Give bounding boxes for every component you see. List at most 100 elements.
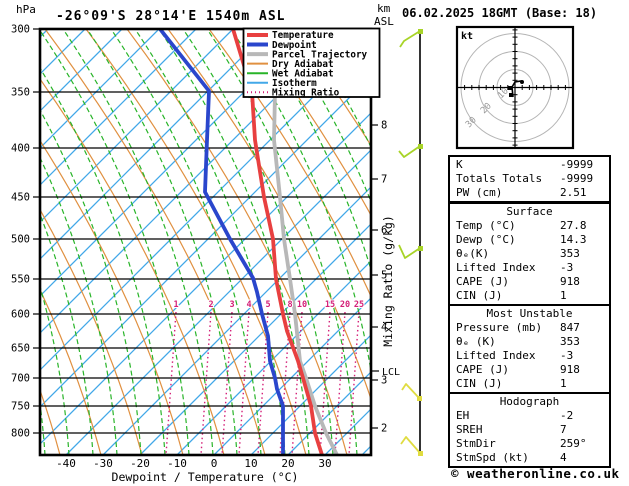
wind-barb	[398, 145, 421, 158]
pressure-tick-label: 350	[11, 87, 30, 99]
table-row: Lifted Index -3	[450, 261, 609, 275]
km-tick-label: 8	[381, 120, 387, 132]
wet-adiabat-line	[40, 66, 166, 455]
row-label: CAPE (J)	[456, 275, 509, 288]
row-label: K	[456, 158, 463, 171]
dry-adiabat-line	[126, 29, 348, 455]
mixing-ratio-line	[221, 311, 233, 455]
hodograph-marker	[508, 86, 512, 90]
table-row: K -9999	[450, 158, 609, 172]
temp-tick-label: 30	[318, 457, 331, 470]
row-value: 353	[560, 247, 580, 260]
dry-adiabat-line	[85, 29, 307, 455]
dry-adiabat-line	[40, 208, 143, 455]
table-row: StmSpd (kt) 4	[450, 451, 609, 465]
mixing-ratio-value: 2	[208, 300, 213, 310]
legend-label: Dewpoint	[272, 40, 317, 51]
legend-label: Wet Adiabat	[272, 68, 334, 79]
wind-barb-base	[418, 29, 423, 34]
table-title: Hodograph	[499, 395, 560, 408]
mixing-ratio-value: 4	[246, 300, 251, 310]
copyright: © weatheronline.co.uk	[451, 466, 620, 481]
row-label: StmSpd (kt)	[456, 451, 529, 464]
wet-adiabat-line	[158, 29, 310, 455]
row-label: Totals Totals	[456, 172, 543, 185]
row-value: 847	[560, 321, 580, 334]
wind-barb-column	[398, 29, 423, 456]
page-title: -26°09'S 28°14'E 1540m ASL	[56, 9, 286, 24]
mixing-ratio-value: 10	[297, 300, 307, 310]
mixing-ratio-line	[291, 311, 303, 455]
mixing-ratio-value: 8	[287, 300, 292, 310]
isotherm-line	[250, 334, 371, 455]
dry-adiabat-line	[40, 388, 61, 455]
isotherm-line	[176, 260, 371, 455]
wind-barb-base	[418, 451, 423, 456]
wind-barb-base	[418, 246, 423, 251]
x-axis-title: Dewpoint / Temperature (°C)	[112, 470, 299, 484]
mixing-ratio-value: 20	[340, 300, 350, 310]
legend-label: Temperature	[272, 30, 334, 41]
indices-table-most-unstable: Most Unstable Pressure (mb) 847 θₑ (K) 353 Li…	[448, 304, 611, 394]
row-label: CIN (J)	[456, 377, 503, 390]
pressure-tick-label: 500	[11, 234, 30, 246]
row-value: 4	[560, 451, 567, 464]
wet-adiabat-line	[86, 29, 238, 455]
row-value: 1	[560, 289, 567, 302]
temp-tick-label: -30	[93, 457, 113, 470]
mixing-ratio-value: 3	[229, 300, 234, 310]
indices-table-stability: K -9999 Totals Totals -9999 PW (cm) 2.51	[448, 155, 611, 203]
isotherm-line	[40, 29, 234, 223]
row-label: EH	[456, 409, 470, 422]
isotherm-line	[40, 75, 371, 408]
dry-adiabat-line	[40, 77, 225, 455]
temp-tick-label: 0	[211, 457, 218, 470]
row-value: 918	[560, 275, 580, 288]
temperature-curve	[231, 29, 324, 455]
table-row: PW (cm) 2.51	[450, 186, 609, 200]
altitude-unit-km: km	[377, 2, 391, 15]
table-row: StmDir 259°	[450, 437, 609, 451]
valid-datetime: 06.02.2025 18GMT (Base: 18)	[402, 6, 598, 20]
row-label: Lifted Index	[456, 261, 536, 274]
table-row: CAPE (J) 918	[450, 275, 609, 289]
row-label: θₑ (K)	[456, 335, 496, 348]
table-row: Pressure (mb) 847	[450, 321, 609, 335]
dry-adiabat-line	[40, 139, 184, 455]
hodograph-endpoint	[520, 80, 524, 84]
lcl-label: LCL	[382, 367, 400, 378]
mixing-ratio-line	[165, 311, 177, 455]
wind-barb	[399, 30, 421, 48]
isotherm-line	[40, 38, 371, 371]
row-value: 918	[560, 363, 580, 376]
row-value: -9999	[560, 172, 594, 185]
parcel-trajectory-curve	[270, 29, 339, 455]
isotherm-line	[65, 149, 371, 455]
row-label: Lifted Index	[456, 349, 536, 362]
table-row: CIN (J) 1	[450, 377, 609, 391]
row-label: CAPE (J)	[456, 363, 509, 376]
sounding-curves	[158, 29, 339, 455]
wet-adiabat-line	[230, 29, 371, 375]
pressure-tick-label: 700	[11, 373, 30, 385]
temp-tick-label: -20	[130, 457, 150, 470]
km-tick-label: 7	[381, 174, 387, 186]
indices-table-surface: Surface Temp (°C) 27.8 Dewp (°C) 14.3 θₑ(K) 35…	[448, 202, 611, 306]
dewpoint-curve	[158, 29, 285, 455]
row-label: Pressure (mb)	[456, 321, 543, 334]
wind-barb	[401, 383, 420, 399]
table-row: CIN (J) 1	[450, 289, 609, 303]
plot-frame	[38, 27, 373, 457]
row-value: -2	[560, 409, 574, 422]
km-tick-label: 4	[381, 322, 387, 334]
row-label: Temp (°C)	[456, 219, 516, 232]
mixing-ratio-line	[348, 311, 360, 455]
isotherm-line	[40, 29, 160, 149]
mixing-ratio-axis-title: Mixing Ratio (g/kg)	[381, 215, 395, 347]
isotherm-line	[139, 223, 371, 455]
hodograph-marker	[509, 93, 513, 97]
pressure-tick-label: 650	[11, 343, 30, 355]
